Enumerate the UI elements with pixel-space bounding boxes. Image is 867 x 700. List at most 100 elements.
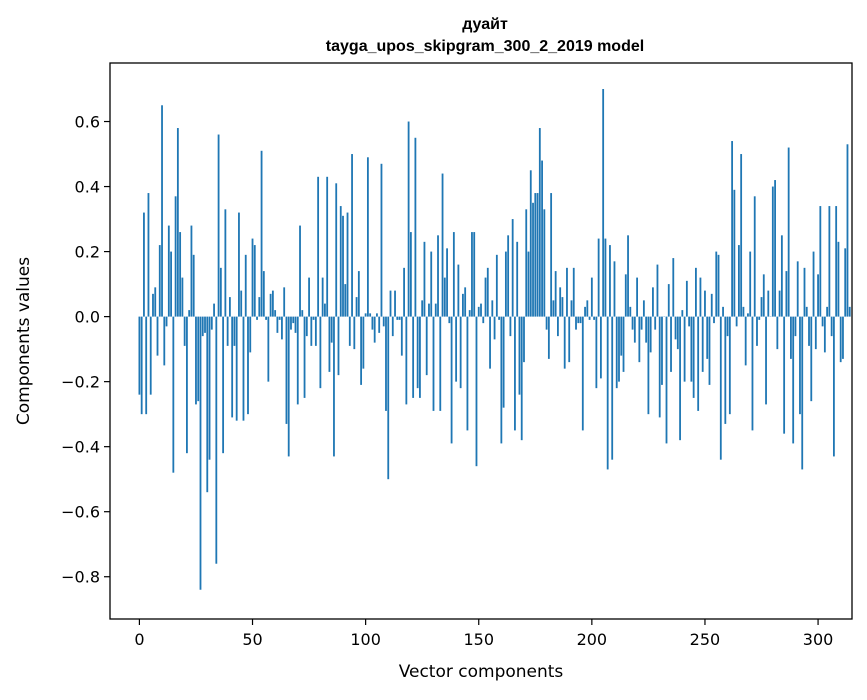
bar-235 [670,317,672,372]
bar-121 [412,317,414,398]
y-tick-label: 0.4 [75,178,100,197]
bar-288 [790,317,792,359]
y-tick-label: 0.2 [75,243,100,262]
x-axis-label: Vector components [399,662,564,682]
bar-40 [229,297,231,317]
bar-39 [227,317,229,346]
bar-93 [349,317,351,346]
bar-0 [139,317,141,395]
y-tick-label: −0.4 [61,438,100,457]
x-tick-label: 150 [463,630,494,649]
bar-10 [161,105,163,316]
bar-257 [720,317,722,460]
bar-60 [274,310,276,317]
bar-226 [650,317,652,353]
bar-99 [362,317,364,369]
bar-131 [435,304,437,317]
bar-193 [575,317,577,330]
bar-172 [528,252,530,317]
bar-29 [204,317,206,333]
bar-111 [390,291,392,317]
bar-289 [792,317,794,444]
bar-13 [168,226,170,317]
bar-23 [191,226,193,317]
bar-96 [356,297,358,317]
bar-67 [290,317,292,330]
bar-303 [824,317,826,353]
bar-27 [200,317,202,590]
bar-246 [695,268,697,317]
bar-240 [681,310,683,317]
bar-97 [358,271,360,317]
bar-308 [835,206,837,317]
bar-174 [532,203,534,317]
bar-132 [437,235,439,316]
bar-273 [756,317,758,346]
bar-5 [150,317,152,395]
bar-175 [534,193,536,317]
bar-269 [747,313,749,316]
bar-311 [842,317,844,359]
bar-179 [543,209,545,316]
y-tick-label: −0.2 [61,373,100,392]
bar-229 [657,265,659,317]
bar-166 [514,317,516,431]
bar-55 [263,271,265,317]
bar-296 [808,317,810,346]
bar-238 [677,317,679,350]
bar-41 [231,317,233,418]
bar-186 [559,287,561,316]
bar-54 [261,151,263,317]
bar-127 [426,317,428,376]
bar-209 [611,317,613,460]
bar-160 [500,317,502,444]
bar-177 [539,128,541,317]
bar-53 [258,297,260,317]
bar-95 [353,317,355,350]
bar-298 [813,252,815,317]
bar-220 [636,278,638,317]
bar-184 [555,271,557,317]
bar-231 [661,317,663,385]
bar-8 [157,317,159,356]
bar-35 [218,135,220,317]
bar-65 [286,317,288,424]
bars-group [139,89,851,590]
bar-300 [817,274,819,316]
bar-119 [408,122,410,317]
bar-120 [410,232,412,317]
bar-290 [795,317,797,337]
bar-116 [401,317,403,356]
bar-94 [351,154,353,317]
bar-101 [367,157,369,316]
bar-241 [684,317,686,382]
bar-275 [761,297,763,317]
x-tick-label: 300 [803,630,834,649]
bar-14 [170,252,172,317]
bar-187 [562,297,564,317]
bar-7 [154,287,156,316]
bar-86 [333,317,335,457]
bar-252 [709,317,711,385]
x-tick-label: 50 [242,630,262,649]
bar-45 [240,291,242,317]
bar-57 [267,317,269,382]
bar-61 [276,317,278,333]
bar-198 [586,300,588,316]
bar-58 [270,294,272,317]
bar-148 [473,232,475,317]
bar-251 [706,317,708,359]
bar-47 [245,255,247,317]
bar-194 [577,317,579,324]
bar-103 [372,317,374,330]
bar-191 [571,300,573,316]
bar-185 [557,317,559,337]
bar-82 [324,304,326,317]
bar-125 [421,300,423,316]
bar-159 [498,317,500,320]
bar-162 [505,252,507,317]
bar-213 [620,317,622,356]
bar-293 [801,317,803,470]
bar-299 [815,317,817,350]
x-tick-label: 100 [350,630,381,649]
